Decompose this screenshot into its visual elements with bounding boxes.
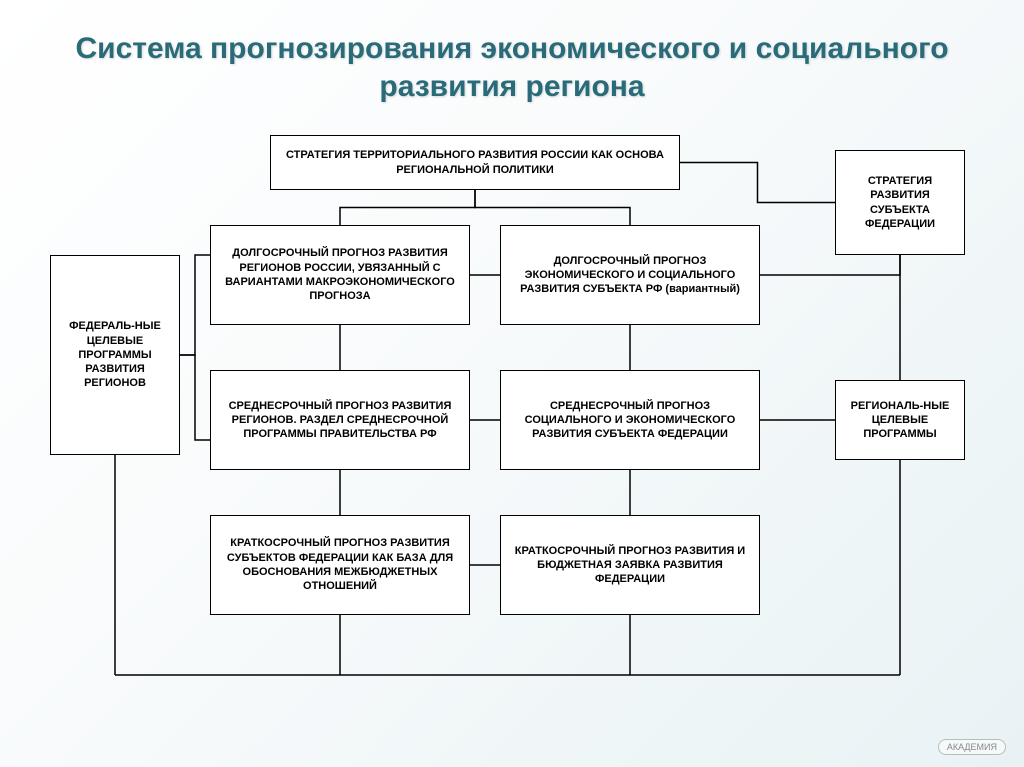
box-strategy_subject: СТРАТЕГИЯ РАЗВИТИЯ СУБЪЕКТА ФЕДЕРАЦИИ (835, 150, 965, 255)
box-mid_left: СРЕДНЕСРОЧНЫЙ ПРОГНОЗ РАЗВИТИЯ РЕГИОНОВ.… (210, 370, 470, 470)
box-federal_programs: ФЕДЕРАЛЬ-НЫЕ ЦЕЛЕВЫЕ ПРОГРАММЫ РАЗВИТИЯ … (50, 255, 180, 455)
box-short_left: КРАТКОСРОЧНЫЙ ПРОГНОЗ РАЗВИТИЯ СУБЪЕКТОВ… (210, 515, 470, 615)
box-mid_right: СРЕДНЕСРОЧНЫЙ ПРОГНОЗ СОЦИАЛЬНОГО И ЭКОН… (500, 370, 760, 470)
page-title: Система прогнозирования экономического и… (0, 0, 1024, 115)
box-short_right: КРАТКОСРОЧНЫЙ ПРОГНОЗ РАЗВИТИЯ И БЮДЖЕТН… (500, 515, 760, 615)
logo-badge: АКАДЕМИЯ (938, 739, 1006, 755)
diagram-area: СТРАТЕГИЯ ТЕРРИТОРИАЛЬНОГО РАЗВИТИЯ РОСС… (0, 115, 1024, 735)
box-long_left: ДОЛГОСРОЧНЫЙ ПРОГНОЗ РАЗВИТИЯ РЕГИОНОВ Р… (210, 225, 470, 325)
box-regional_programs: РЕГИОНАЛЬ-НЫЕ ЦЕЛЕВЫЕ ПРОГРАММЫ (835, 380, 965, 460)
box-long_right: ДОЛГОСРОЧНЫЙ ПРОГНОЗ ЭКОНОМИЧЕСКОГО И СО… (500, 225, 760, 325)
box-strategy_russia: СТРАТЕГИЯ ТЕРРИТОРИАЛЬНОГО РАЗВИТИЯ РОСС… (270, 135, 680, 190)
